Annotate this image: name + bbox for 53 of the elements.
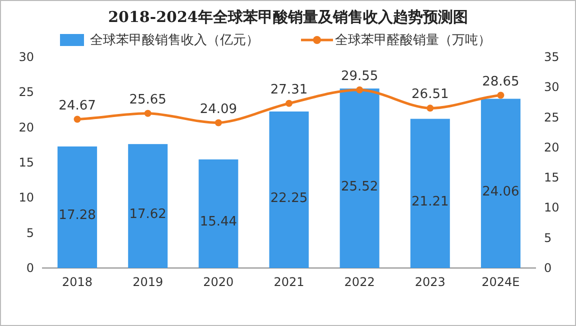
y2-tick-label: 25 <box>544 110 560 124</box>
data-label: 17.28 <box>58 208 96 224</box>
bar <box>340 88 380 268</box>
y2-tick-label: 5 <box>544 230 552 245</box>
x-tick-label: 2020 <box>203 275 234 289</box>
data-label: 25.52 <box>340 179 378 194</box>
point <box>426 104 434 112</box>
data-label: 21.21 <box>412 194 449 210</box>
y-tick-label: 0 <box>26 261 34 275</box>
data-label: 25.65 <box>129 92 166 108</box>
x-tick-label: 2018 <box>62 275 93 289</box>
y2-tick-label: 35 <box>544 50 560 64</box>
y2-tick-label: 30 <box>544 80 560 94</box>
data-label: 29.55 <box>340 68 378 84</box>
y-tick-label: 10 <box>18 190 34 205</box>
y2-tick-label: 20 <box>544 140 560 154</box>
point <box>286 100 292 107</box>
bar <box>410 118 450 268</box>
y-tick-label: 25 <box>18 85 34 100</box>
point <box>214 119 222 126</box>
data-label: 22.25 <box>270 190 308 206</box>
data-label: 24.06 <box>482 184 520 200</box>
y-tick-label: 15 <box>18 156 34 170</box>
bar <box>198 159 238 268</box>
x-tick-label: 2019 <box>132 275 164 289</box>
bar <box>269 112 309 268</box>
point <box>74 116 81 123</box>
x-tick-label: 2023 <box>414 275 446 289</box>
bar <box>128 144 168 268</box>
point <box>497 92 504 99</box>
data-label: 15.44 <box>200 214 238 230</box>
data-label: 27.31 <box>270 82 308 98</box>
data-label: 24.09 <box>200 102 238 117</box>
y2-tick-label: 10 <box>544 200 560 215</box>
point <box>144 110 152 117</box>
data-label: 26.51 <box>412 87 449 102</box>
bar <box>480 98 520 268</box>
x-tick-label: 2022 <box>344 275 375 289</box>
y-tick-label: 30 <box>18 50 34 64</box>
chart-title: 2018-2024年全球苯甲酸销量及销售收入趋势预测图 <box>108 8 468 26</box>
x-tick-label: 2024E <box>482 275 520 289</box>
y2-tick-label: 15 <box>544 170 560 185</box>
bar <box>58 146 98 268</box>
legend-label: 全球苯甲酸销售收入（亿元） <box>90 33 259 48</box>
point <box>356 86 364 94</box>
legend-label: 全球苯甲醛酸销量（万吨） <box>335 33 491 48</box>
data-label: 24.67 <box>58 98 96 114</box>
y-tick-label: 5 <box>26 226 34 240</box>
data-label: 17.62 <box>129 207 166 222</box>
y-tick-label: 20 <box>18 120 34 134</box>
x-tick-label: 2021 <box>274 275 304 289</box>
y2-tick-label: 0 <box>544 261 552 275</box>
data-label: 28.65 <box>482 74 520 90</box>
